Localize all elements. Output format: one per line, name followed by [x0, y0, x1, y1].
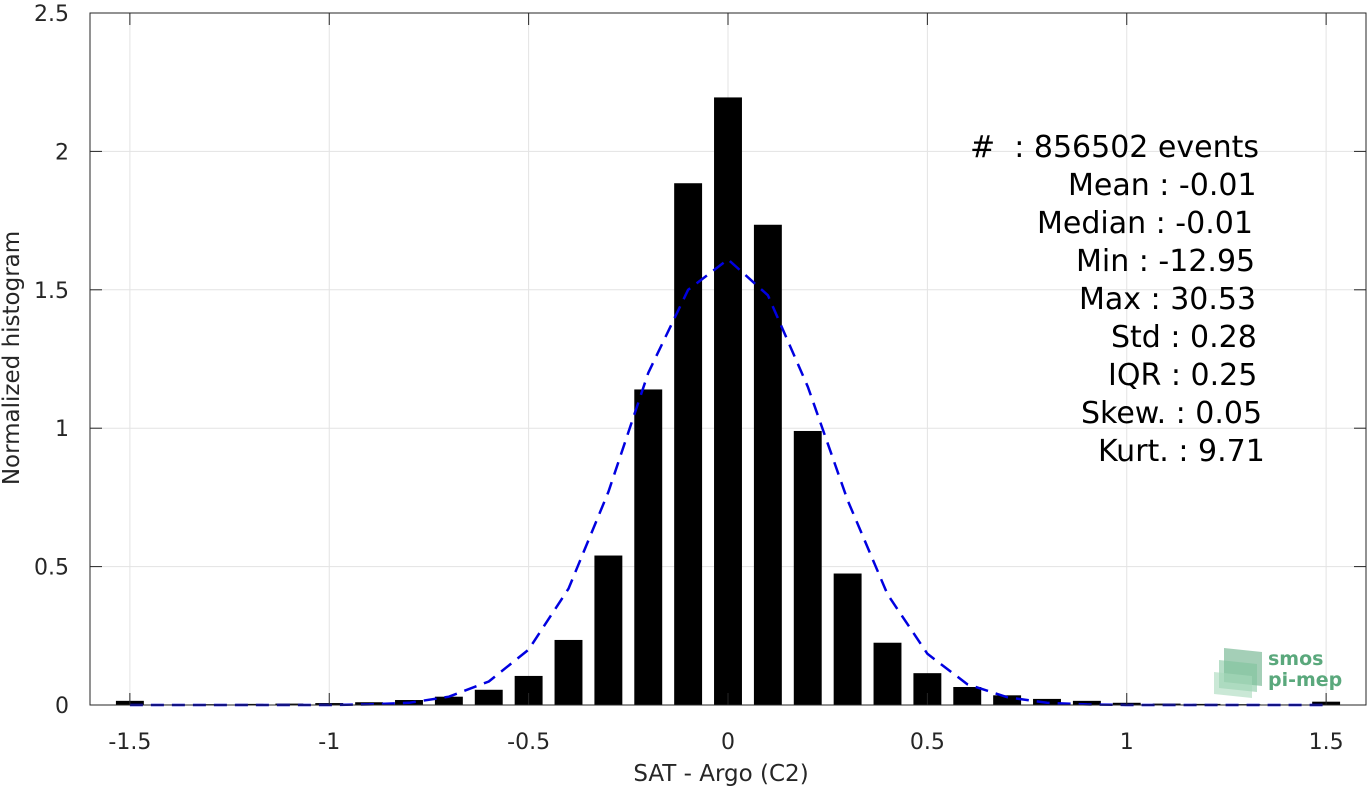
x-tick-label: 1.5 — [1309, 730, 1344, 755]
histogram-bar — [793, 430, 822, 705]
histogram-bar — [674, 183, 703, 705]
histogram-bar — [714, 97, 742, 705]
logo-text-smos: smos — [1268, 648, 1323, 670]
histogram-bar — [993, 695, 1022, 705]
axis-ticks: -1.5 -1 -0.5 0 0.5 1 1.5 0 0.5 1 1.5 2 2.5 — [34, 2, 1366, 755]
statistics-box: # : 856502 events Mean : -0.01 Median : … — [970, 130, 1265, 469]
stat-kurt: Kurt. : 9.71 — [1098, 434, 1265, 469]
histogram-bar — [474, 689, 503, 705]
histogram-bar — [434, 696, 463, 705]
histogram-bar — [594, 555, 623, 705]
smos-pi-mep-logo: smos pi-mep — [1214, 648, 1342, 698]
stat-median: Median : -0.01 — [1037, 206, 1253, 241]
histogram-bar — [554, 639, 583, 705]
histogram-bars — [115, 97, 1341, 705]
y-axis-label: Normalized histogram — [0, 231, 25, 485]
y-tick-label: 1.5 — [34, 279, 69, 304]
histogram-bar — [634, 389, 663, 705]
stat-std: Std : 0.28 — [1111, 320, 1257, 355]
stat-iqr: IQR : 0.25 — [1108, 358, 1257, 393]
y-tick-label: 1 — [55, 417, 69, 442]
x-tick-label: 0 — [721, 730, 735, 755]
histogram-bar — [235, 703, 264, 705]
histogram-bar — [1072, 700, 1101, 705]
stat-events: # : 856502 events — [970, 130, 1259, 165]
histogram-bar — [873, 642, 902, 705]
x-tick-label: -0.5 — [507, 730, 550, 755]
histogram-bar — [753, 224, 782, 705]
y-tick-label: 2.5 — [34, 2, 69, 27]
x-tick-label: -1.5 — [108, 730, 151, 755]
x-tick-label: -1 — [318, 730, 340, 755]
x-tick-label: 0.5 — [910, 730, 945, 755]
x-tick-label: 1 — [1120, 730, 1134, 755]
y-tick-label: 2 — [55, 140, 69, 165]
stat-mean: Mean : -0.01 — [1068, 168, 1257, 203]
logo-text-pi-mep: pi-mep — [1268, 669, 1342, 691]
stat-min: Min : -12.95 — [1076, 244, 1255, 279]
logo-mark-icon — [1214, 648, 1262, 698]
x-axis-label: SAT - Argo (C2) — [633, 761, 808, 787]
stat-max: Max : 30.53 — [1079, 282, 1256, 317]
y-tick-label: 0.5 — [34, 556, 69, 581]
y-tick-label: 0 — [55, 694, 69, 719]
stat-skew: Skew. : 0.05 — [1081, 396, 1262, 431]
histogram-bar — [953, 687, 982, 705]
histogram-bar — [833, 573, 862, 705]
